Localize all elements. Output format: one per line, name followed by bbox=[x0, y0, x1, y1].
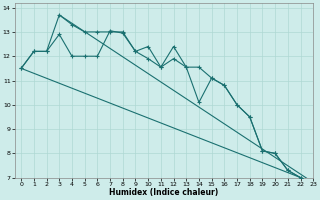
X-axis label: Humidex (Indice chaleur): Humidex (Indice chaleur) bbox=[109, 188, 219, 197]
